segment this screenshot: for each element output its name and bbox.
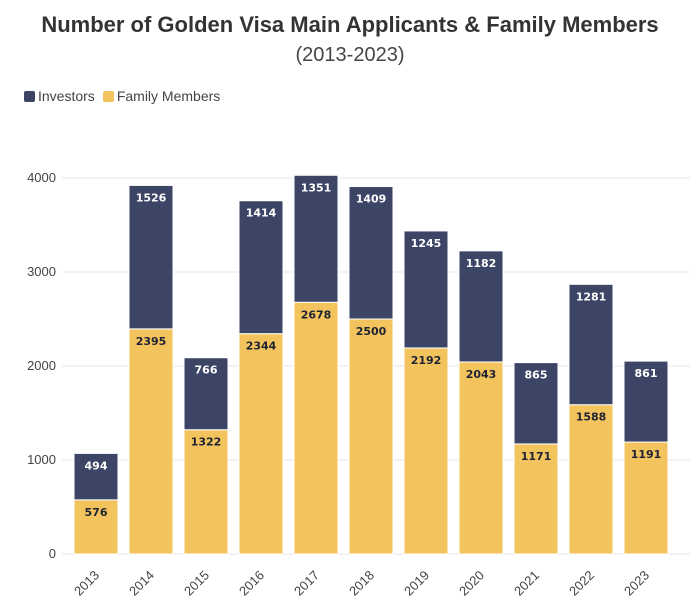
bar-family-members (128, 328, 174, 555)
data-label-investors: 494 (85, 459, 108, 472)
bar-investors (348, 186, 394, 320)
x-tick-label: 2021 (511, 568, 542, 599)
bar-investors (128, 184, 174, 330)
y-tick-label: 4000 (27, 170, 56, 185)
data-label-family-members: 2678 (301, 308, 332, 321)
legend-label-investors: Investors (38, 88, 95, 104)
data-label-family-members: 1171 (521, 450, 552, 463)
data-label-family-members: 576 (85, 506, 108, 519)
data-label-investors: 861 (635, 367, 658, 380)
x-tick-label: 2016 (236, 568, 267, 599)
y-tick-label: 2000 (27, 358, 56, 373)
bar-investors (458, 250, 504, 363)
data-label-family-members: 2395 (136, 335, 167, 348)
bar-family-members (513, 443, 559, 555)
legend-item-family-members[interactable]: Family Members (102, 88, 221, 104)
y-tick-label: 0 (49, 546, 56, 561)
y-tick-label: 3000 (27, 264, 56, 279)
legend-swatch-family-members (102, 90, 114, 102)
bar-investors (568, 283, 614, 406)
legend-item-investors[interactable]: Investors (24, 88, 95, 104)
data-label-investors: 1351 (301, 181, 332, 194)
data-label-family-members: 1322 (191, 436, 222, 449)
bar-investors (513, 362, 559, 445)
legend-label-family-members: Family Members (116, 88, 221, 104)
bar-investors (183, 357, 229, 431)
x-tick-label: 2020 (456, 568, 487, 599)
x-tick-label: 2023 (621, 568, 652, 599)
data-label-investors: 865 (525, 369, 548, 382)
x-tick-label: 2017 (291, 568, 322, 599)
bar-family-members (348, 318, 394, 555)
x-tick-label: 2015 (181, 568, 212, 599)
chart-subtitle: (2013-2023) (295, 44, 405, 66)
bar-investors (73, 452, 119, 501)
data-label-investors: 1414 (246, 207, 277, 220)
x-tick-label: 2019 (401, 568, 432, 599)
x-tick-label: 2018 (346, 568, 377, 599)
data-label-investors: 766 (195, 364, 218, 377)
data-label-investors: 1409 (356, 193, 387, 206)
chart-legend: Investors Family Members (24, 88, 228, 104)
y-tick-label: 1000 (27, 452, 56, 467)
data-label-investors: 1281 (576, 290, 607, 303)
bar-investors (238, 200, 284, 335)
bar-investors (623, 360, 669, 443)
data-label-family-members: 2344 (246, 340, 277, 353)
bar-family-members (238, 333, 284, 555)
bar-family-members (403, 347, 449, 555)
bar-family-members (293, 301, 339, 555)
bar-family-members (458, 361, 504, 555)
bar-family-members (568, 404, 614, 555)
bar-investors (293, 174, 339, 303)
data-label-investors: 1526 (136, 191, 167, 204)
data-label-family-members: 1191 (631, 448, 662, 461)
x-tick-label: 2022 (566, 568, 597, 599)
legend-swatch-investors (24, 90, 35, 102)
bar-family-members (623, 441, 669, 555)
data-label-family-members: 2192 (411, 354, 442, 367)
x-tick-label: 2013 (71, 568, 102, 599)
data-label-investors: 1245 (411, 237, 442, 250)
data-label-family-members: 1588 (576, 411, 607, 424)
data-label-family-members: 2043 (466, 368, 497, 381)
bar-investors (403, 230, 449, 349)
data-label-family-members: 2500 (356, 325, 387, 338)
x-tick-label: 2014 (126, 568, 157, 599)
data-label-investors: 1182 (466, 257, 497, 270)
chart-title: Number of Golden Visa Main Applicants & … (41, 12, 659, 37)
